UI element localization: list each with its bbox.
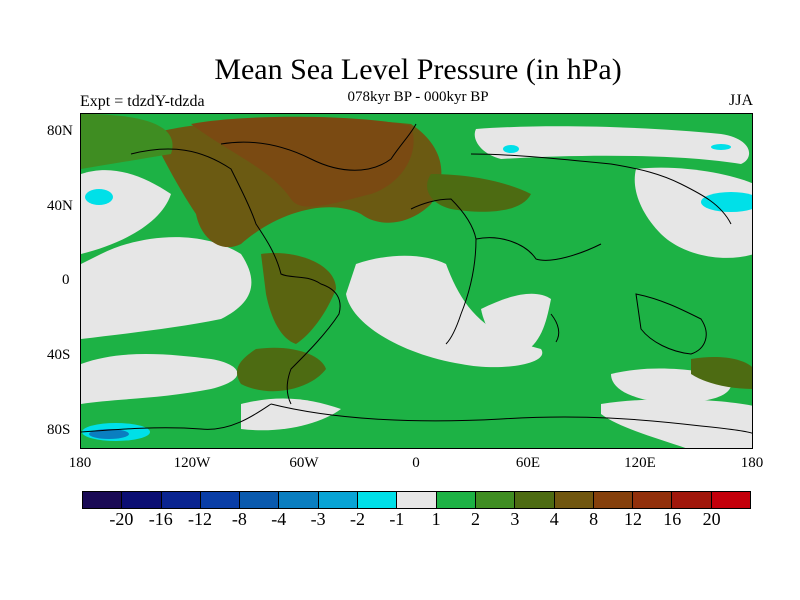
colorbar-swatch	[397, 492, 437, 508]
colorbar-label: 20	[702, 509, 721, 529]
colorbar-swatch	[240, 492, 280, 508]
colorbar-swatch	[672, 492, 712, 508]
colorbar-label: 3	[510, 509, 520, 529]
lon-label-180e: 180	[740, 455, 764, 471]
colorbar-swatch	[83, 492, 123, 508]
colorbar-label: 8	[589, 509, 599, 529]
experiment-label: Expt = tdzdY-tdzda	[80, 93, 205, 110]
contour-olive-s-pacific	[691, 357, 752, 389]
contour-grey-pacific-east	[81, 237, 252, 339]
colorbar-swatch	[318, 492, 359, 508]
colorbar-swatch	[593, 492, 634, 508]
colorbar-swatch	[515, 492, 555, 508]
contour-cyan-arctic-1	[503, 145, 519, 153]
lat-label-80s: 80S	[47, 422, 71, 438]
contour-grey-indian	[481, 293, 551, 354]
colorbar-swatch	[122, 492, 162, 508]
colorbar-label: -16	[148, 509, 173, 529]
lat-label-40n: 40N	[47, 198, 73, 214]
contour-grey-satlantic	[346, 255, 543, 368]
colorbar-label: 1	[431, 509, 441, 529]
contour-grey-antarctic	[601, 399, 752, 448]
coastlines	[81, 123, 752, 434]
colorbar-label: 2	[471, 509, 481, 529]
colorbar-label: -8	[231, 509, 247, 529]
lon-label-120e: 120E	[624, 455, 656, 471]
contour-cyan-asia	[701, 192, 752, 212]
colorbar-swatch	[633, 492, 673, 508]
lon-label-120w: 120W	[173, 455, 211, 471]
contour-grey-npac-west	[634, 167, 752, 258]
lat-label-80n: 80N	[47, 123, 73, 139]
contour-grey-antarctic-west	[241, 398, 341, 431]
lon-label-60w: 60W	[289, 455, 319, 471]
season-label: JJA	[728, 92, 753, 109]
colorbar-label: -4	[271, 509, 287, 529]
colorbar	[82, 491, 751, 509]
colorbar-label: -1	[389, 509, 405, 529]
contour-brown-arctic	[191, 116, 414, 207]
colorbar-label: 4	[549, 509, 559, 529]
colorbar-swatch	[279, 492, 319, 508]
colorbar-label: -12	[188, 509, 213, 529]
contour-cyan-arctic-2	[711, 144, 731, 150]
chart-title: Mean Sea Level Pressure (in hPa)	[214, 53, 622, 86]
period-label: 078kyr BP - 000kyr BP	[347, 89, 489, 105]
contour-olive-europe	[427, 174, 531, 212]
colorbar-swatch	[358, 492, 398, 508]
map-canvas	[81, 114, 752, 448]
lat-label-40s: 40S	[47, 347, 71, 363]
lon-label-60e: 60E	[515, 455, 541, 471]
contour-blue-antarctic	[89, 429, 129, 439]
colorbar-label: -3	[310, 509, 326, 529]
colorbar-swatch	[161, 492, 201, 508]
contour-olive-south-america-2	[236, 347, 326, 392]
contour-olive-npacific	[81, 114, 173, 169]
colorbar-swatch	[436, 492, 476, 508]
colorbar-swatch	[475, 492, 516, 508]
lon-label-180w: 180	[68, 455, 92, 471]
colorbar-swatch	[711, 492, 751, 508]
lon-label-0: 0	[412, 455, 420, 471]
colorbar-label: -20	[109, 509, 134, 529]
contour-grey-spacific	[81, 354, 238, 404]
colorbar-label: 12	[623, 509, 642, 529]
contour-olive-south-america	[261, 253, 336, 344]
colorbar-swatch	[554, 492, 594, 508]
lat-label-eq: 0	[62, 272, 70, 288]
contour-grey-ne-asia	[474, 126, 750, 164]
colorbar-label: 16	[663, 509, 682, 529]
colorbar-label: -2	[349, 509, 365, 529]
pressure-anomaly-map	[80, 113, 753, 449]
colorbar-swatch	[200, 492, 241, 508]
contour-cyan-npacific	[85, 189, 113, 205]
